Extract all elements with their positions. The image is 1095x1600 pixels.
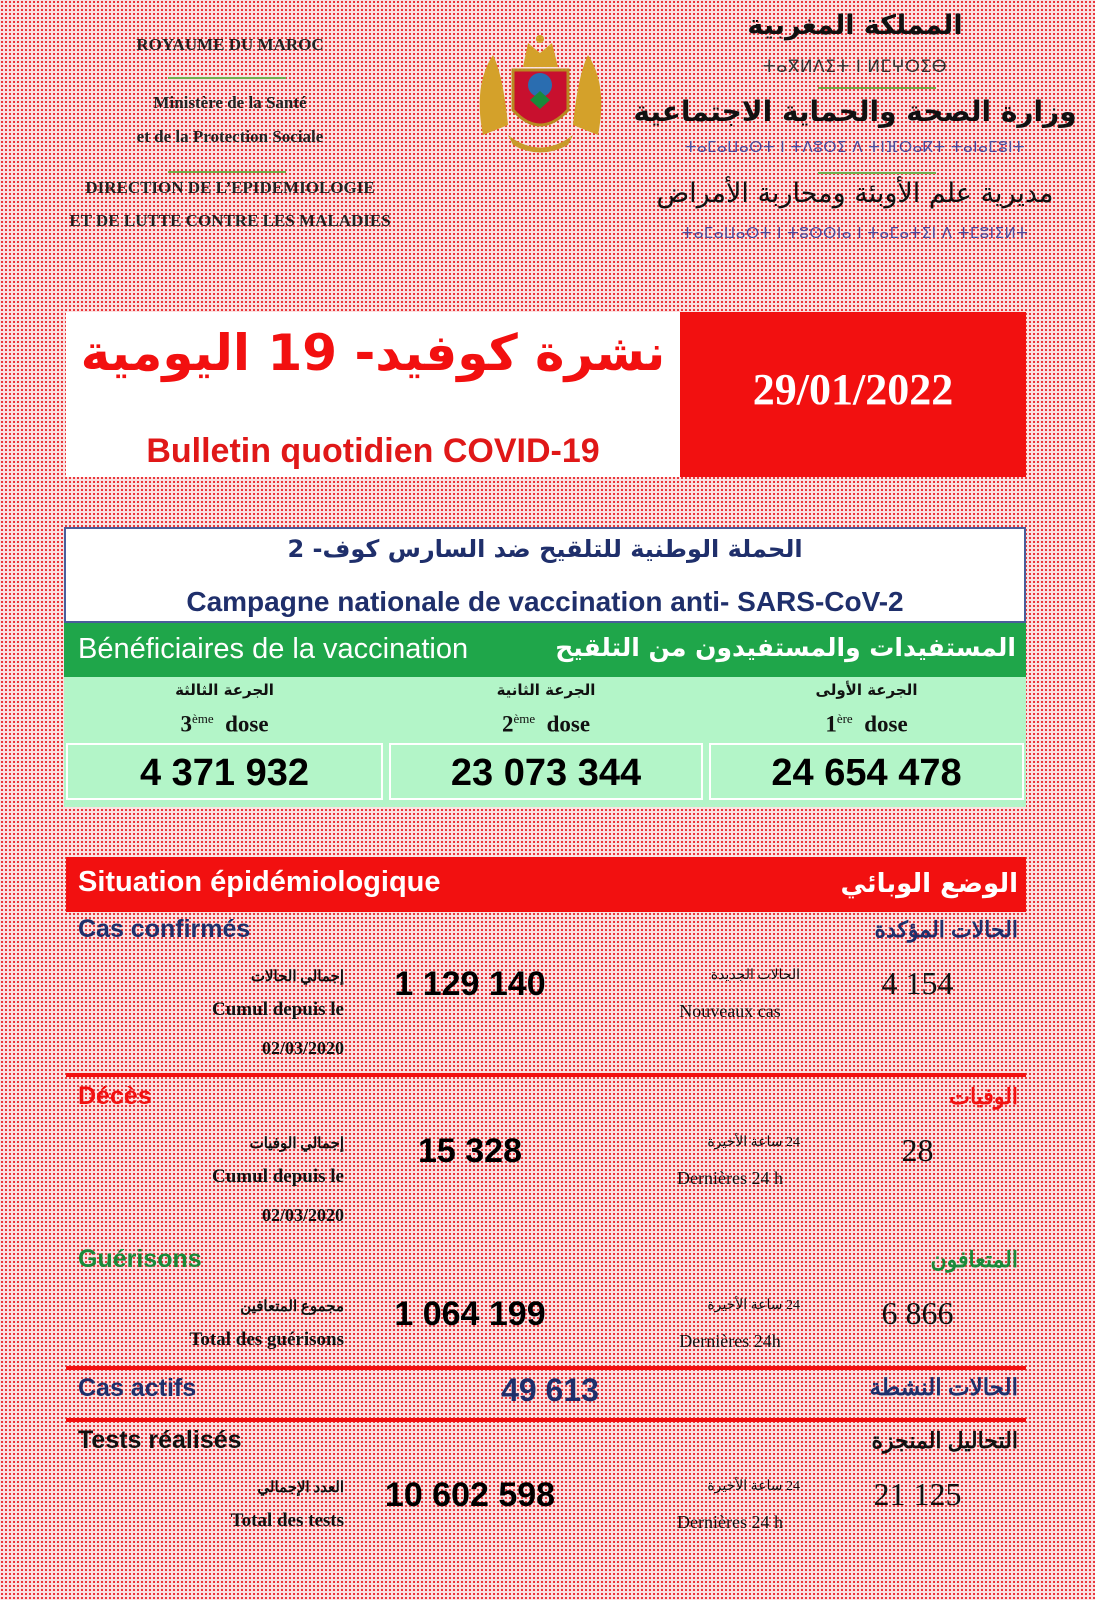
divider <box>818 172 936 174</box>
situation-fr: Situation épidémiologique <box>78 866 441 898</box>
deaths-new-value: 28 <box>901 1132 934 1168</box>
active-label-ar: الحالات النشطة <box>869 1374 1018 1400</box>
recoveries-new-label-ar: 24 ساعة الأخيرة <box>707 1298 800 1313</box>
active-value: 49 613 <box>501 1372 599 1408</box>
confirmed-new-label-fr: Nouveaux cas <box>679 1001 781 1021</box>
title-box: نشرة كوفيد- 19 اليومية Bulletin quotidie… <box>66 312 680 477</box>
deaths-new-label-fr: Dernières 24 h <box>677 1168 783 1188</box>
recoveries-new-value: 6 866 <box>881 1295 954 1331</box>
tests-total-label-ar: العدد الإجمالي <box>257 1480 344 1496</box>
bulletin-date: 29/01/2022 <box>752 365 954 414</box>
recoveries-total-label-fr: Total des guérisons <box>189 1329 345 1350</box>
dose-value: 23 073 344 <box>389 743 703 800</box>
dose-label-fr: 1ère dose <box>709 711 1024 738</box>
divider-line <box>66 1418 1026 1422</box>
confirmed-total-value: 1 129 140 <box>394 965 546 1003</box>
dose-label-ar: الجرعة الأولى <box>815 681 918 699</box>
dose-word: dose <box>864 711 908 737</box>
situation-ar: الوضع الوبائي <box>840 869 1018 899</box>
active-label-fr: Cas actifs <box>78 1374 197 1402</box>
campaign-box: الحملة الوطنية للتلقيح ضد السارس كوف- 2 … <box>64 527 1026 623</box>
doses-panel: الجرعة الثالثة 3ème dose 4 371 932 الجرع… <box>64 677 1026 807</box>
confirmed-new-label-ar: الحالات الجديدة <box>710 968 800 983</box>
dose-label-ar: الجرعة الثالثة <box>175 681 274 699</box>
deaths-new-label-ar: 24 ساعة الأخيرة <box>707 1135 800 1150</box>
dose-suffix: ère <box>836 711 853 726</box>
dose-value: 24 654 478 <box>709 743 1024 800</box>
confirmed-total-label-fr: Cumul depuis le <box>212 999 344 1020</box>
campaign-ar: الحملة الوطنية للتلقيح ضد السارس كوف- 2 <box>287 535 803 563</box>
ministry-ar: وزارة الصحة والحماية الاجتماعية <box>633 95 1077 128</box>
divider <box>818 87 936 89</box>
kingdom-tifinagh: ⵜⴰⴳⵍⴷⵉⵜ ⵏ ⵍⵎⵖⵔⵉⴱ <box>762 57 948 77</box>
divider <box>168 77 286 79</box>
coat-of-arms-emblem <box>468 25 613 155</box>
confirmed-total-label-ar: إجمالي الحالات <box>250 969 344 985</box>
dose-column: الجرعة الأولى 1ère dose 24 654 478 <box>709 677 1024 807</box>
beneficiaries-fr: Bénéficiaires de la vaccination <box>78 633 469 665</box>
recoveries-new-label-fr: Dernières 24h <box>679 1331 781 1351</box>
ministry-tifinagh: ⵜⴰⵎⴰⵡⴰⵙⵜ ⵏ ⵜⴷⵓⵙⵉ ⴷ ⵜⵏⴼⵔⴰⴽⵜ ⵜⴰⵏⴰⵎⵓⵏⵜ <box>684 138 1026 156</box>
tests-new-label-ar: 24 ساعة الأخيرة <box>707 1479 800 1494</box>
date-box: 29/01/2022 <box>680 312 1026 477</box>
confirmed-label-fr: Cas confirmés <box>78 915 251 943</box>
dose-value: 4 371 932 <box>66 743 383 800</box>
direction-ar: مديرية علم الأوبئة ومحاربة الأمراض <box>656 178 1054 209</box>
deaths-total-label-ar: إجمالي الوفيات <box>249 1136 344 1152</box>
direction-tifinagh: ⵜⴰⵎⴰⵡⴰⵙⵜ ⵏ ⵜⵓⵙⵙⵏⴰ ⵏ ⵜⴰⵎⴰⵜⵉⵏ ⴷ ⵜⵎⵓⵏⵉⵍⵜ <box>681 224 1029 242</box>
situation-bar: Situation épidémiologique الوضع الوبائي <box>66 857 1026 912</box>
campaign-fr: Campagne nationale de vaccination anti- … <box>186 586 904 617</box>
title-ar: نشرة كوفيد- 19 اليومية <box>80 324 666 382</box>
deaths-label-ar: الوفيات <box>949 1084 1018 1109</box>
beneficiaries-ar: المستفيدات والمستفيدون من التلقيح <box>555 633 1016 662</box>
title-fr: Bulletin quotidien COVID-19 <box>146 432 600 470</box>
direction-fr-1: DIRECTION DE L’EPIDEMIOLOGIE <box>85 178 375 197</box>
recoveries-total-value: 1 064 199 <box>394 1295 546 1333</box>
deaths-total-value: 15 328 <box>418 1132 522 1170</box>
dose-label-fr: 2ème dose <box>389 711 703 738</box>
dose-column: الجرعة الثالثة 3ème dose 4 371 932 <box>66 677 383 807</box>
confirmed-since-date: 02/03/2020 <box>261 1038 344 1058</box>
kingdom-fr: ROYAUME DU MAROC <box>136 35 324 54</box>
dose-label-fr: 3ème dose <box>66 711 383 738</box>
tests-new-value: 21 125 <box>873 1476 962 1512</box>
divider-line <box>66 1073 1026 1077</box>
ministry-fr-1: Ministère de la Santé <box>153 93 307 112</box>
recoveries-label-fr: Guérisons <box>78 1245 202 1273</box>
tests-total-label-fr: Total des tests <box>230 1510 344 1531</box>
recoveries-total-label-ar: مجموع المتعافين <box>240 1299 344 1315</box>
deaths-since-date: 02/03/2020 <box>261 1205 344 1225</box>
beneficiaries-bar: Bénéficiaires de la vaccination المستفيد… <box>64 623 1026 677</box>
tests-new-label-fr: Dernières 24 h <box>677 1512 783 1532</box>
tests-label-fr: Tests réalisés <box>78 1426 242 1454</box>
direction-fr-2: ET DE LUTTE CONTRE LES MALADIES <box>69 211 391 230</box>
dose-word: dose <box>225 711 269 737</box>
confirmed-new-value: 4 154 <box>881 965 954 1001</box>
deaths-total-label-fr: Cumul depuis le <box>212 1166 344 1187</box>
dose-column: الجرعة الثانية 2ème dose 23 073 344 <box>389 677 703 807</box>
tests-total-value: 10 602 598 <box>384 1476 556 1514</box>
divider-line <box>66 1366 1026 1370</box>
kingdom-ar: المملكة المغربية <box>747 10 963 41</box>
deaths-label-fr: Décès <box>78 1082 152 1110</box>
dose-number: 1 <box>825 711 837 737</box>
divider <box>168 171 286 173</box>
ministry-fr-2: et de la Protection Sociale <box>136 127 324 146</box>
tests-label-ar: التحاليل المنجزة <box>871 1428 1018 1453</box>
dose-suffix: ème <box>191 711 214 726</box>
dose-number: 2 <box>501 711 514 737</box>
dose-suffix: ème <box>513 711 536 726</box>
confirmed-label-ar: الحالات المؤكدة <box>874 917 1018 942</box>
dose-number: 3 <box>180 711 192 737</box>
recoveries-label-ar: المتعافون <box>930 1247 1018 1272</box>
dose-label-ar: الجرعة الثانية <box>496 681 596 699</box>
dose-word: dose <box>546 711 591 737</box>
